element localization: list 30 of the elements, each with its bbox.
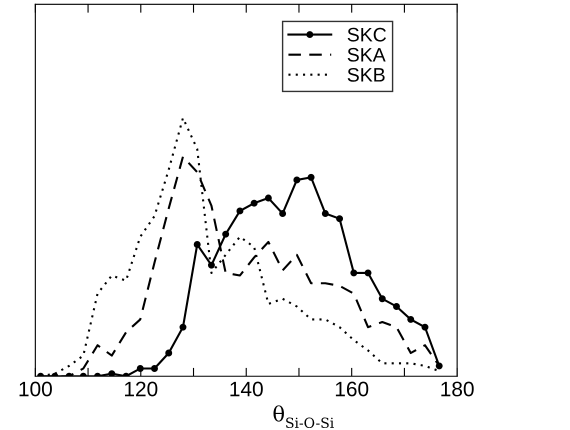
point <box>378 295 386 302</box>
point <box>194 241 201 248</box>
point <box>151 365 158 372</box>
point <box>165 350 172 356</box>
x-tick-label: 140 <box>230 382 263 396</box>
x-tick-label: 120 <box>125 382 158 396</box>
legend-label: SKB <box>348 68 385 82</box>
point <box>108 370 116 376</box>
point <box>336 215 344 222</box>
point <box>407 316 414 323</box>
point <box>208 262 215 269</box>
x-tick-label: 160 <box>336 382 368 396</box>
point <box>136 365 144 372</box>
point <box>350 269 358 276</box>
point <box>279 210 286 217</box>
point <box>364 269 372 276</box>
x-tick-label: 100 <box>20 382 52 396</box>
point <box>264 194 272 202</box>
point <box>308 174 315 181</box>
legend-label: SKC <box>348 28 386 42</box>
legend-label: SKA <box>348 48 386 62</box>
point <box>322 210 329 217</box>
point <box>236 207 244 214</box>
point <box>222 230 230 238</box>
point <box>293 176 300 184</box>
x-tick-label: 180 <box>441 382 474 396</box>
point <box>179 324 186 331</box>
point <box>393 303 400 310</box>
point <box>250 200 258 207</box>
point <box>422 324 428 331</box>
